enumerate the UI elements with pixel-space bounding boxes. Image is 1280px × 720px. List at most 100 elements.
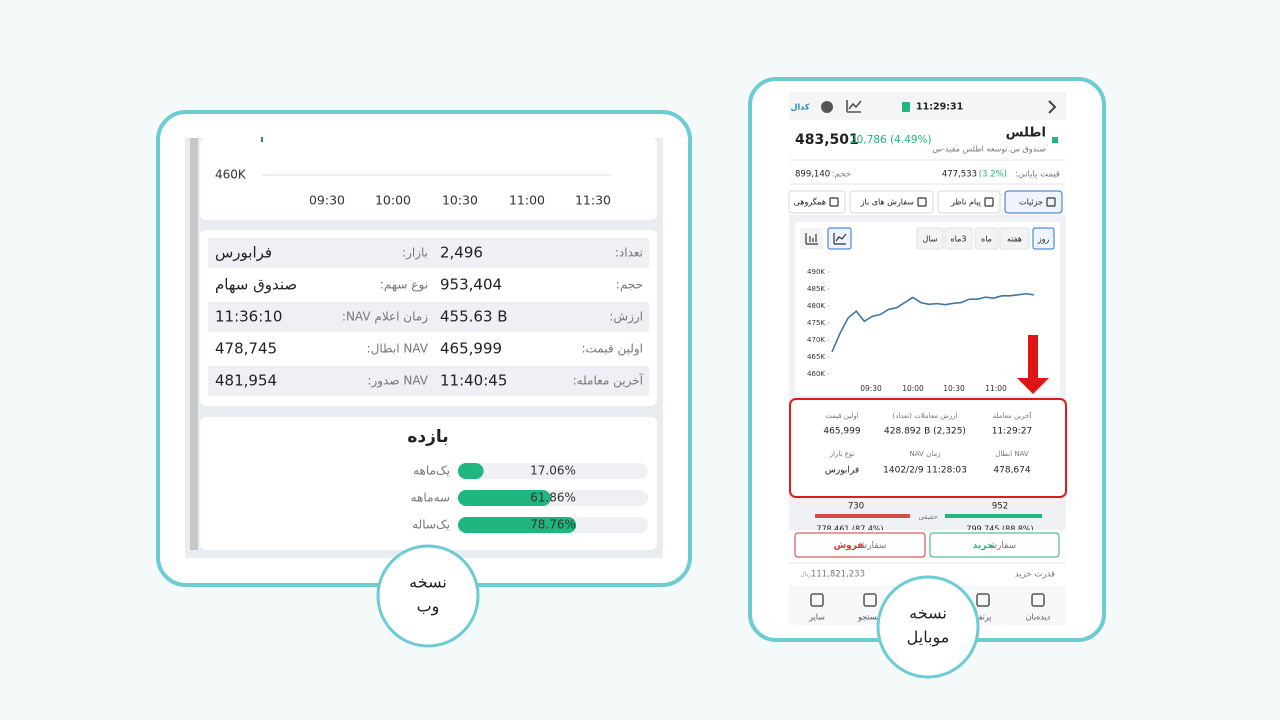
y-tick-label: 490K [807,268,825,276]
nav-label: دیده‌بان [1026,613,1051,622]
tab-icon [829,197,839,207]
detail-value: 11:40:45 [440,372,507,390]
detail-label: زمان اعلام NAV: [342,310,428,325]
detail-label: اولین قیمت: [582,342,643,357]
y-tick-label: 465K [807,353,825,361]
badge-text: وب [417,597,440,617]
period-button[interactable] [999,227,1030,250]
tab[interactable] [1004,190,1063,214]
tab[interactable] [849,190,934,214]
tab[interactable] [788,190,846,214]
return-track [458,463,648,479]
symbol-dot [1052,137,1058,143]
period-button[interactable] [974,227,999,250]
detail-label: نوع بازار [829,450,855,458]
detail-label: ارزش: [609,310,643,325]
badge-text: نسخه [409,573,447,592]
nav-label: سایر [808,613,825,622]
badge-text: نسخه [909,604,947,623]
period-label: هفته [1007,235,1022,244]
return-value: 78.76% [530,518,576,532]
x-tick-label: 11:00 [509,193,545,208]
detail-label: بازار: [402,246,428,261]
price: 483,501 [795,132,859,148]
x-tick-label: 11:00 [985,384,1007,393]
price-line [831,292,1035,353]
detail-label: نوع سهم: [380,278,428,293]
nav-icon[interactable] [810,593,824,607]
detail-value: 953,404 [440,276,502,294]
volume-label: حجم: [832,170,851,180]
sell-bar [815,514,910,518]
detail-value: 2,496 [440,244,483,262]
detail-label: NAV صدور: [367,374,428,389]
row-bg [208,238,649,268]
buy-button[interactable] [929,532,1060,558]
tab[interactable] [937,190,1001,214]
nav-icon[interactable] [1031,593,1045,607]
chart-icon [846,100,862,113]
detail-label: زمان NAV [909,450,940,458]
badge-text: موبایل [907,628,950,648]
detail-label: آخرین معامله [993,411,1033,420]
y-tick-label: 480K [807,302,825,310]
power-label: قدرت خرید [1015,570,1055,580]
return-label: یک‌ساله [412,518,450,532]
add-icon [821,101,833,113]
buy-volume: 799,745 (88.8%) [966,525,1033,534]
arrow-shaft [1028,335,1038,379]
period-button[interactable] [916,227,944,250]
nav-icon[interactable] [863,593,877,607]
returns-title: بازده [407,427,448,447]
orderbook-clip: 799,745 (88.8%) 778,461 (87.4%) [816,525,1033,534]
x-tick-label: 09:30 [860,384,882,393]
y-tick-label: 460K [807,370,825,378]
nav-label: پرتفو [973,613,991,622]
detail-label: NAV ابطال [995,450,1029,458]
tab-label: سفارش های باز [860,198,915,207]
x-tick-label: 10:00 [375,193,411,208]
row-bg [208,302,649,332]
return-value: 61.86% [530,491,576,505]
detail-label: NAV ابطال: [367,342,429,356]
chart-type-button[interactable] [800,228,823,249]
x-tick-label: 10:30 [442,193,478,208]
clock: 11:29:31 [916,102,963,113]
sell-button[interactable] [794,532,926,558]
sell-count: 730 [848,502,864,512]
web-chart-panel [200,138,657,220]
tab-label: همگروهی [794,197,826,207]
period-button[interactable] [1032,227,1055,250]
detail-value: 455.63 B [440,308,508,326]
period-label: سال [923,235,938,244]
return-bar [458,490,551,506]
nav-label: جستجو [857,613,882,622]
nav-icon[interactable] [976,593,990,607]
web-returns-panel [200,417,657,550]
detail-value: 428.892 B (2,325) [884,427,966,437]
period-label: روز [1037,235,1050,244]
detail-value: 1402/2/9 11:28:03 [883,466,967,476]
logo: کدال [791,103,810,112]
web-scroll-stripe [190,138,198,550]
detail-label: اولین قیمت [825,412,859,420]
time-icon [902,102,910,112]
detail-label: ارزش معاملات (تعداد) [893,412,958,420]
mobile-badge [876,575,980,679]
x-tick-label: 10:00 [902,384,924,393]
period-button[interactable] [944,227,973,250]
top-bar [789,92,1066,120]
orderbook-label: حقیقی [918,513,937,521]
chart-type-button[interactable] [827,227,852,250]
close-change: (3.2%) [979,170,1007,180]
period-label: ماه [981,235,992,244]
return-bar [458,463,484,479]
detail-label: آخرین معامله: [573,373,644,389]
y-tick-label: 470K [807,336,825,344]
tab-icon [984,197,994,207]
detail-value: 478,745 [215,340,277,358]
detail-value: 465,999 [823,427,860,437]
detail-label: تعداد: [615,246,643,260]
x-tick-label: 10:30 [943,384,965,393]
